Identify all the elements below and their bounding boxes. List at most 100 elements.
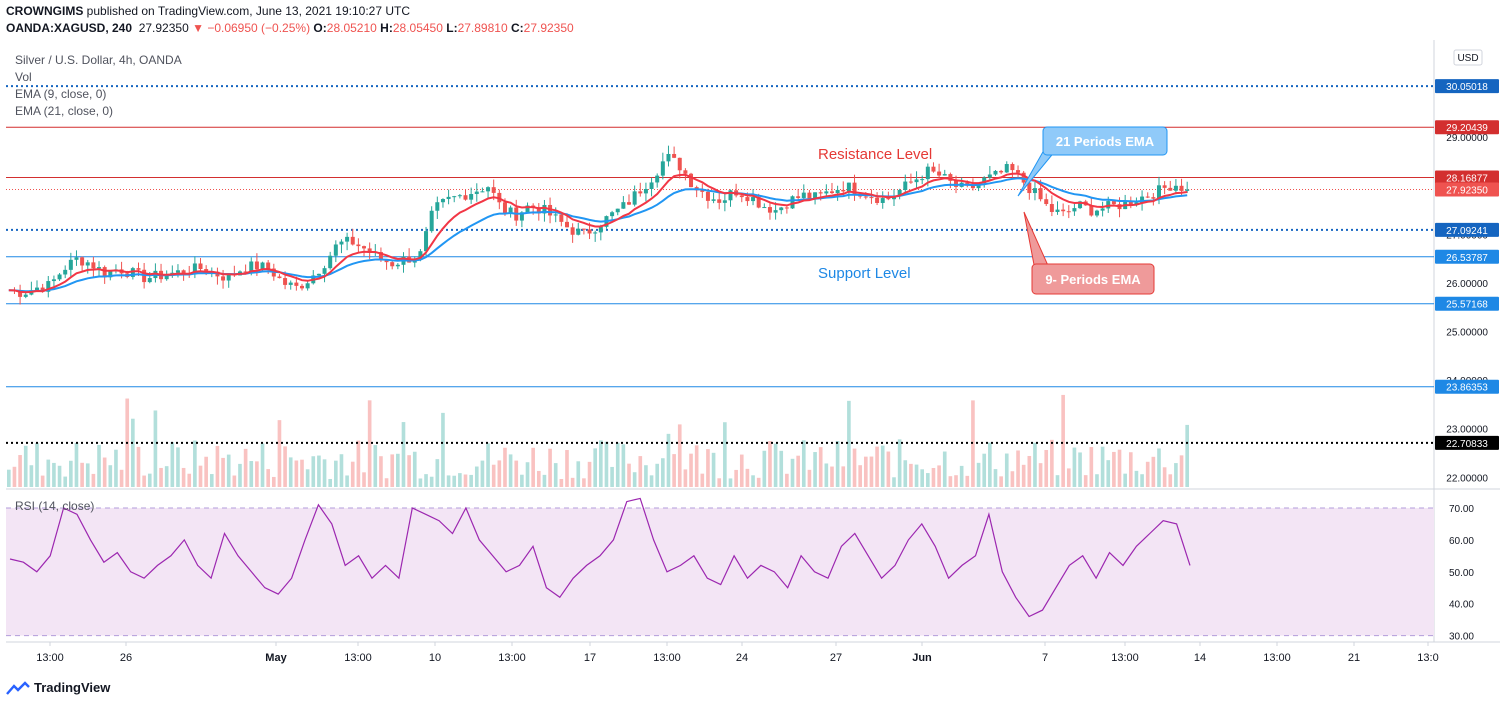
candle-body bbox=[440, 199, 445, 203]
volume-bar bbox=[390, 454, 395, 487]
volume-bar bbox=[193, 440, 197, 487]
volume-bar bbox=[1095, 474, 1099, 487]
candle-body bbox=[300, 285, 304, 289]
level-badge bbox=[1435, 182, 1499, 197]
volume-bar bbox=[334, 460, 338, 487]
volume-bar bbox=[119, 469, 124, 487]
volume-bar bbox=[435, 459, 440, 487]
candle-body bbox=[1185, 189, 1190, 191]
low-value: 27.89810 bbox=[457, 21, 508, 35]
volume-bar bbox=[993, 469, 998, 487]
volume-bar bbox=[441, 412, 445, 487]
volume-bar bbox=[458, 473, 462, 487]
volume-bar bbox=[700, 473, 705, 487]
candle-body bbox=[254, 261, 259, 270]
candle-body bbox=[283, 278, 288, 285]
volume-bar bbox=[587, 461, 592, 487]
last-price: 27.92350 bbox=[138, 21, 189, 35]
volume-bar bbox=[942, 451, 947, 487]
volume-bar bbox=[311, 456, 316, 487]
volume-bar bbox=[424, 474, 428, 487]
volume-bar bbox=[965, 475, 970, 487]
candle-body bbox=[914, 179, 919, 183]
level-label: 27.92350 bbox=[1446, 185, 1488, 196]
volume-bar bbox=[317, 455, 321, 487]
volume-bar bbox=[131, 418, 135, 487]
candle-body bbox=[1162, 185, 1167, 188]
volume-bar bbox=[114, 449, 118, 487]
volume-bar bbox=[897, 439, 902, 487]
candle-body bbox=[277, 276, 282, 279]
volume-bar bbox=[255, 461, 259, 487]
volume-bar bbox=[858, 465, 862, 487]
candle-body bbox=[102, 267, 107, 278]
candle-body bbox=[316, 273, 321, 276]
candle-body bbox=[660, 161, 665, 176]
candle-body bbox=[632, 191, 637, 205]
volume-bar bbox=[1083, 475, 1088, 487]
volume-bar bbox=[553, 463, 558, 487]
candle-body bbox=[85, 262, 90, 266]
volume-bar bbox=[570, 477, 575, 487]
volume-bar bbox=[824, 463, 829, 487]
candle-body bbox=[198, 263, 203, 270]
level-badge bbox=[1435, 120, 1499, 135]
candle-body bbox=[463, 195, 468, 200]
volume-bar bbox=[1140, 474, 1144, 487]
candle-body bbox=[294, 282, 299, 286]
volume-bar bbox=[988, 442, 992, 487]
volume-bar bbox=[830, 466, 834, 487]
level-badge bbox=[1435, 296, 1499, 311]
candle-body bbox=[91, 262, 96, 269]
candle-body bbox=[841, 189, 846, 192]
volume-bar bbox=[1123, 473, 1127, 487]
candle-body bbox=[333, 244, 338, 256]
tradingview-footer[interactable]: TradingView bbox=[6, 680, 110, 695]
volume-bar bbox=[480, 460, 485, 487]
candle-body bbox=[508, 207, 513, 214]
candle-body bbox=[672, 153, 677, 158]
volume-bar bbox=[23, 445, 28, 487]
level-badge bbox=[1435, 249, 1499, 264]
volume-bar bbox=[1157, 448, 1161, 487]
candle-body bbox=[627, 202, 632, 205]
volume-bar bbox=[1145, 461, 1150, 487]
volume-bar bbox=[1044, 449, 1049, 487]
candle-body bbox=[1100, 208, 1105, 211]
close-value: 27.92350 bbox=[523, 21, 574, 35]
volume-bar bbox=[565, 450, 569, 487]
candle-body bbox=[908, 181, 913, 183]
candle-body bbox=[942, 174, 947, 176]
candle-body bbox=[762, 207, 767, 209]
volume-bar bbox=[215, 445, 220, 487]
time-tick-label: 13:00 bbox=[1111, 652, 1139, 664]
candle-body bbox=[328, 255, 333, 269]
volume-bar bbox=[40, 475, 45, 487]
rsi-axis: 30.00 40.00 50.00 60.00 70.00 bbox=[1449, 504, 1474, 643]
candle-body bbox=[469, 194, 474, 200]
volume-bar bbox=[401, 422, 406, 487]
volume-bar bbox=[350, 461, 355, 487]
time-axis: 13:00 26 May 13:00 10 13:00 17 13:00 24 27 Jun 7 13:… bbox=[36, 642, 1439, 664]
volume-bar bbox=[835, 441, 840, 487]
volume-bar bbox=[548, 448, 552, 487]
candle-body bbox=[378, 252, 383, 261]
volume-bar bbox=[768, 441, 772, 487]
volume-bar bbox=[1179, 455, 1184, 487]
volume-bar bbox=[418, 478, 423, 487]
candle-body bbox=[1151, 197, 1156, 199]
candle-body bbox=[243, 271, 248, 273]
volume-bar bbox=[63, 476, 68, 487]
volume-bar bbox=[69, 460, 73, 487]
candle-body bbox=[982, 177, 987, 184]
candle-body bbox=[1049, 204, 1054, 212]
candle-body bbox=[751, 197, 756, 202]
volume-bar bbox=[649, 475, 654, 487]
volume-bar bbox=[80, 462, 84, 487]
volume-bar bbox=[277, 420, 282, 487]
volume-bar bbox=[1100, 446, 1105, 487]
volume-bar bbox=[841, 466, 846, 487]
candle-body bbox=[920, 179, 925, 181]
candle-body bbox=[999, 170, 1004, 173]
